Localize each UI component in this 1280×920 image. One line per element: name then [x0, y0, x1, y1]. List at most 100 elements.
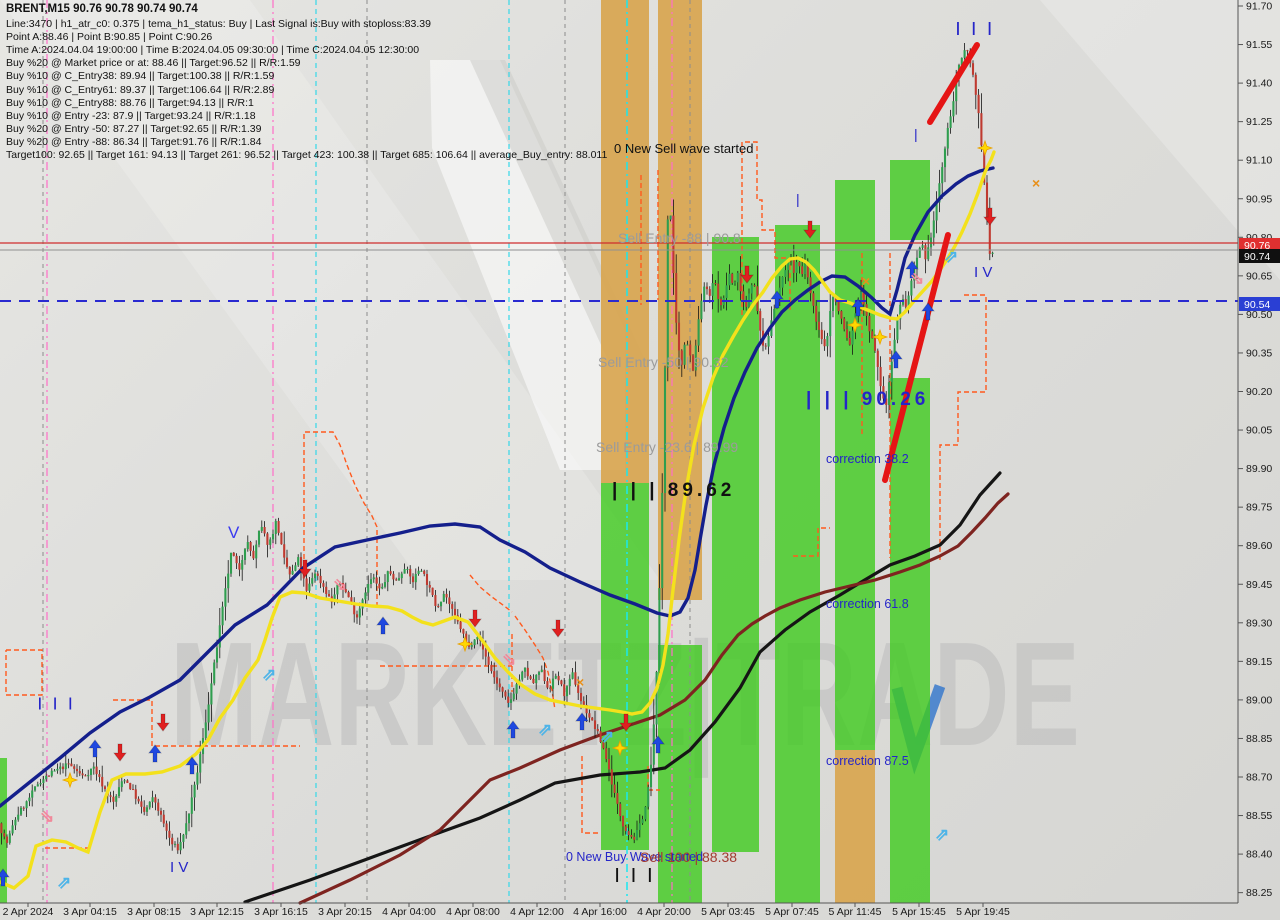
label-wave-bars-left: | | |: [38, 695, 77, 710]
hollow-arrow-icon: ⇘: [40, 807, 54, 826]
vlines-layer: [42, 0, 691, 903]
y-axis: 91.7091.5591.4091.2591.1090.9590.8090.65…: [1237, 0, 1280, 903]
signals-layer: ⇗ ⇗ ⇗ ⇗ ⇗ ⇗ ⇘ ⇘ ⇘ ⇘ × × ×: [0, 139, 1040, 892]
x-axis-label: 3 Apr 12:15: [190, 906, 244, 918]
x-axis-label: 5 Apr 15:45: [892, 906, 946, 918]
hollow-arrow-icon: ⇗: [262, 665, 276, 684]
star-icon: [846, 316, 864, 334]
trend-red-2: [927, 42, 980, 125]
y-axis-label: 91.70: [1246, 1, 1272, 13]
x-axis-label: 3 Apr 16:15: [254, 906, 308, 918]
buy-arrow-icon: [148, 744, 162, 763]
hollow-arrow-icon: ⇘: [910, 269, 924, 288]
y-axis-label: 88.70: [1246, 772, 1272, 784]
band-6-green: [890, 378, 930, 903]
star-icon: [976, 139, 994, 157]
background-decor: [0, 0, 1280, 580]
y-axis-label: 90.50: [1246, 309, 1272, 321]
sell-arrow-icon: [156, 713, 170, 732]
x-axis-label: 5 Apr 07:45: [765, 906, 819, 918]
trend-layer: [882, 42, 980, 483]
label-correction-618: correction 61.8: [826, 597, 909, 611]
label-correction-382: correction 38.2: [826, 452, 909, 466]
y-axis-label: 89.45: [1246, 579, 1272, 591]
y-axis-label: 90.20: [1246, 386, 1272, 398]
level-price-badge-text: 90.54: [1244, 299, 1270, 311]
buy-arrow-icon: [905, 260, 919, 279]
hlines-layer: [0, 242, 1238, 302]
x-mark-icon: ×: [576, 674, 584, 690]
buy-arrow-icon: [506, 720, 520, 739]
y-axis-label: 91.40: [1246, 78, 1272, 90]
label-wave-tick-1: |: [796, 191, 800, 207]
x-axis-label: 4 Apr 12:00: [510, 906, 564, 918]
label-sell-100: Sell 100 | 88.38: [640, 849, 738, 865]
hollow-arrow-icon: ⇗: [57, 873, 71, 892]
band-left-green: [0, 758, 7, 903]
label-wave-bars-top: | | |: [956, 19, 996, 35]
label-wave-bars-bottom: | | |: [615, 866, 656, 883]
label-correction-875: correction 87.5: [826, 754, 909, 768]
buy-arrow-icon: [575, 712, 589, 731]
band-4-green: [775, 225, 820, 903]
hollow-arrow-icon: ⇗: [538, 720, 552, 739]
y-axis-label: 88.85: [1246, 733, 1272, 745]
y-axis-label: 89.75: [1246, 502, 1272, 514]
y-axis-label: 88.25: [1246, 887, 1272, 899]
y-axis-label: 91.10: [1246, 155, 1272, 167]
info-line: Buy %10 @ C_Entry61: 89.37 || Target:106…: [6, 83, 275, 96]
band-3-green: [712, 237, 759, 852]
star-icon: [871, 328, 889, 346]
sell-arrow-icon: [113, 743, 127, 762]
label-sell-entry-88: Sell Entry -88 | 90.8: [618, 230, 741, 246]
label-wave-tick-2: |: [914, 126, 918, 142]
y-axis-label: 90.35: [1246, 347, 1272, 359]
label-wave-iv-right: I V: [974, 264, 993, 281]
label-sell-entry-236: Sell Entry -23.6 | 89.99: [596, 439, 739, 455]
y-axis-label: 91.55: [1246, 39, 1272, 51]
buy-arrow-icon: [651, 735, 665, 754]
buy-arrow-icon: [770, 290, 784, 309]
sell-arrow-icon: [983, 207, 997, 226]
y-axis-label: 89.00: [1246, 694, 1272, 706]
x-mark-icon: ×: [862, 273, 870, 289]
info-line: Buy %10 @ C_Entry38: 89.94 || Target:100…: [6, 70, 275, 83]
x-axis-label: 2 Apr 2024: [3, 906, 54, 918]
sell-arrow-icon: [803, 220, 817, 239]
label-wave-8962: | | | 89.62: [612, 480, 736, 501]
level-price-badge: [1239, 297, 1280, 311]
sell-arrow-icon: [740, 265, 754, 284]
sar-layer: [5, 141, 987, 849]
sell-arrow-icon: [298, 559, 312, 578]
info-line: Target100: 92.65 || Target 161: 94.13 ||…: [6, 149, 608, 162]
x-axis-label: 4 Apr 20:00: [637, 906, 691, 918]
x-axis-label: 4 Apr 08:00: [446, 906, 500, 918]
star-icon: [456, 635, 474, 653]
hollow-arrow-icon: ⇗: [600, 727, 614, 746]
symbol-title: BRENT,M15 90.76 90.78 90.74 90.74: [6, 3, 198, 15]
info-line: Time A:2024.04.04 19:00:00 | Time B:2024…: [6, 44, 420, 57]
x-axis: 2 Apr 2024 3 Apr 04:15 3 Apr 08:15 3 Apr 12…: [0, 902, 1238, 918]
trend-red-1: [882, 232, 951, 483]
y-axis-label: 88.40: [1246, 849, 1272, 861]
buy-arrow-icon: [0, 868, 10, 887]
star-icon: [611, 739, 629, 757]
hollow-arrow-icon: ⇘: [502, 650, 516, 669]
sell-arrow-icon: [619, 713, 633, 732]
label-new-buy-wave: 0 New Buy Wave started: [566, 850, 704, 864]
x-axis-label: 3 Apr 04:15: [63, 906, 117, 918]
y-axis-label: 90.05: [1246, 425, 1272, 437]
band-6-green-upper: [890, 160, 930, 240]
info-line: Buy %20 @ Entry -88: 86.34 || Target:91.…: [6, 135, 262, 148]
hollow-arrow-icon: ⇘: [333, 575, 347, 594]
hollow-arrow-icon: ⇗: [935, 825, 949, 844]
x-axis-label: 4 Apr 16:00: [573, 906, 627, 918]
candles-layer: [0, 43, 994, 855]
band-5-green: [835, 180, 875, 750]
label-new-sell-wave: 0 New Sell wave started: [614, 141, 754, 156]
x-axis-label: 4 Apr 04:00: [382, 906, 436, 918]
y-axis-label: 90.95: [1246, 193, 1272, 205]
indicator-info-block: BRENT,M15 90.76 90.78 90.74 90.74 Line:3…: [6, 3, 607, 162]
